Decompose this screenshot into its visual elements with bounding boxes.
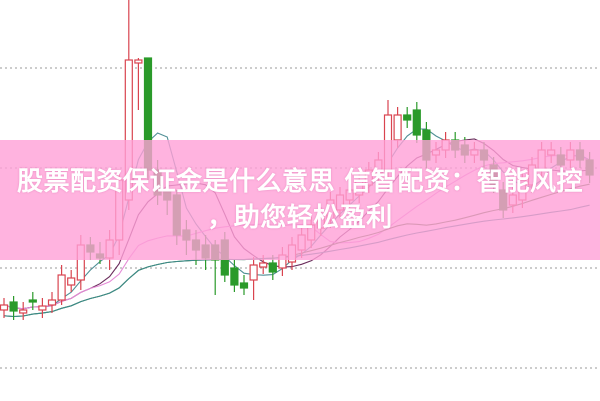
title-line-1: 股票配资保证金是什么意思 信智配资：智能风控 [16, 167, 584, 197]
candle-body [38, 305, 47, 311]
candle-body [19, 309, 28, 314]
candle-body [403, 114, 412, 121]
candle-body [412, 109, 421, 136]
candle [412, 102, 421, 143]
candle [239, 275, 249, 295]
candle-body [239, 282, 249, 289]
candle [134, 58, 143, 110]
candle [67, 270, 76, 292]
candle [9, 296, 18, 320]
candle-body [249, 264, 258, 281]
candle-body [268, 262, 277, 273]
title-banner: 股票配资保证金是什么意思 信智配资：智能风控 ，助您轻松盈利 [0, 140, 600, 260]
candle-body [67, 277, 76, 286]
candle-body [57, 274, 66, 301]
candle [0, 298, 9, 318]
candle-body [259, 262, 268, 268]
candle [38, 298, 47, 318]
candle-body [9, 301, 18, 312]
candle [403, 107, 412, 128]
candle [230, 260, 239, 292]
candle-body [230, 267, 239, 286]
candle-body [134, 59, 143, 64]
candle [28, 292, 37, 310]
candle [57, 265, 66, 305]
candle-body [393, 114, 402, 141]
candle-body [28, 299, 37, 303]
candle [47, 292, 57, 313]
candle-body [0, 304, 9, 311]
candle-body [47, 299, 57, 306]
candle [249, 257, 258, 300]
candle [19, 302, 28, 320]
title-line-2: ，助您轻松盈利 [207, 203, 393, 233]
